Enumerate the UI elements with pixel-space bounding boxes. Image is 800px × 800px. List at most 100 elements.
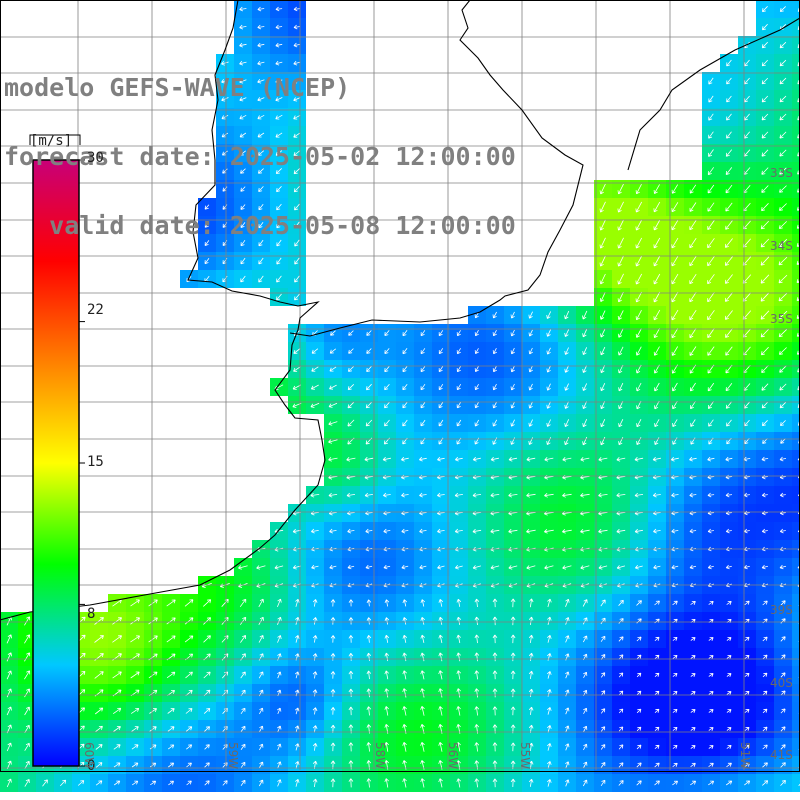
wind-arrow bbox=[779, 564, 787, 570]
wind-arrow bbox=[654, 744, 660, 750]
wind-arrow bbox=[760, 220, 769, 230]
wind-arrow bbox=[528, 419, 533, 427]
wind-arrow bbox=[798, 780, 800, 787]
wind-arrow bbox=[222, 780, 228, 786]
wind-arrow bbox=[546, 347, 551, 355]
wind-arrow bbox=[672, 745, 678, 749]
wind-arrow bbox=[725, 310, 733, 320]
wind-arrow bbox=[779, 528, 786, 534]
wind-arrow bbox=[275, 97, 283, 102]
wind-arrow bbox=[778, 310, 788, 320]
wind-arrow bbox=[707, 346, 715, 356]
colorbar-tick-0: 0 bbox=[87, 758, 96, 774]
wind-arrow bbox=[293, 6, 301, 12]
wind-arrow bbox=[779, 77, 787, 85]
wind-arrow bbox=[420, 599, 426, 607]
wind-arrow bbox=[293, 150, 301, 156]
wind-arrow bbox=[725, 292, 733, 302]
wind-arrow bbox=[185, 726, 193, 732]
wind-arrow bbox=[474, 778, 480, 788]
wind-arrow bbox=[258, 598, 264, 608]
wind-arrow bbox=[654, 600, 660, 606]
wind-arrow bbox=[312, 617, 318, 625]
wind-arrow bbox=[708, 780, 715, 786]
wind-cell bbox=[792, 594, 800, 612]
wind-arrow bbox=[707, 202, 715, 212]
wind-arrow bbox=[600, 708, 606, 714]
wind-arrow bbox=[762, 600, 768, 606]
wind-arrow bbox=[366, 670, 372, 680]
wind-arrow bbox=[510, 598, 516, 608]
wind-arrow bbox=[95, 725, 103, 733]
wind-arrow bbox=[474, 652, 480, 662]
wind-arrow bbox=[149, 708, 157, 714]
wind-arrow bbox=[6, 670, 12, 680]
wind-arrow bbox=[689, 255, 697, 267]
wind-arrow bbox=[510, 688, 516, 698]
wind-arrow bbox=[654, 762, 660, 768]
wind-arrow bbox=[672, 600, 678, 606]
wind-arrow bbox=[547, 761, 552, 769]
wind-arrow bbox=[130, 671, 140, 679]
wind-arrow bbox=[618, 762, 624, 768]
wind-arrow bbox=[95, 780, 103, 786]
wind-arrow bbox=[311, 366, 319, 372]
wind-arrow bbox=[762, 690, 768, 696]
wind-cell bbox=[792, 702, 800, 720]
wind-arrow bbox=[420, 366, 426, 373]
wind-arrow bbox=[438, 383, 444, 391]
wind-arrow bbox=[204, 780, 210, 786]
wind-arrow bbox=[258, 616, 264, 626]
wind-arrow bbox=[761, 564, 769, 570]
wind-arrow bbox=[690, 780, 697, 786]
wind-arrow bbox=[311, 528, 319, 534]
wind-cell bbox=[792, 666, 800, 684]
wind-arrow bbox=[528, 365, 533, 373]
wind-arrow bbox=[259, 725, 264, 733]
wind-arrow bbox=[455, 456, 463, 462]
wind-arrow bbox=[598, 528, 608, 534]
wind-arrow bbox=[420, 419, 426, 427]
wind-arrow bbox=[401, 492, 409, 498]
wind-arrow bbox=[599, 237, 606, 249]
wind-arrow bbox=[707, 456, 715, 462]
wind-arrow bbox=[384, 383, 390, 391]
wind-arrow bbox=[526, 565, 536, 570]
wind-arrow bbox=[618, 437, 624, 446]
wind-arrow bbox=[707, 492, 715, 498]
wind-arrow bbox=[130, 617, 140, 625]
wind-arrow bbox=[275, 78, 283, 84]
wind-arrow bbox=[492, 616, 498, 626]
wind-arrow bbox=[565, 707, 570, 715]
wind-arrow bbox=[583, 725, 588, 732]
wind-cell bbox=[792, 54, 800, 72]
colorbar-tick-15: 15 bbox=[87, 454, 104, 470]
wind-arrow bbox=[438, 742, 443, 752]
wind-arrow bbox=[528, 706, 534, 715]
wind-arrow bbox=[725, 256, 733, 266]
wind-arrow bbox=[24, 616, 31, 626]
wind-arrow bbox=[580, 529, 590, 534]
wind-arrow bbox=[618, 726, 624, 732]
wind-arrow bbox=[762, 636, 768, 642]
lat-label: 41S bbox=[770, 748, 793, 762]
wind-arrow bbox=[653, 309, 661, 321]
wind-arrow bbox=[618, 419, 624, 428]
wind-arrow bbox=[203, 708, 211, 714]
wind-cell bbox=[792, 288, 800, 306]
wind-arrow bbox=[546, 383, 551, 391]
wind-arrow bbox=[528, 670, 534, 679]
wind-arrow bbox=[94, 671, 104, 679]
wind-arrow bbox=[779, 203, 787, 211]
wind-arrow bbox=[779, 401, 787, 409]
wind-arrow bbox=[582, 347, 588, 356]
wind-arrow bbox=[474, 348, 479, 355]
wind-arrow bbox=[240, 707, 246, 715]
wind-arrow bbox=[779, 113, 787, 121]
wind-arrow bbox=[329, 366, 337, 372]
wind-arrow bbox=[401, 528, 409, 534]
wind-arrow bbox=[636, 762, 642, 768]
wind-arrow bbox=[744, 113, 750, 121]
wind-arrow bbox=[582, 635, 588, 643]
wind-arrow bbox=[24, 634, 31, 644]
